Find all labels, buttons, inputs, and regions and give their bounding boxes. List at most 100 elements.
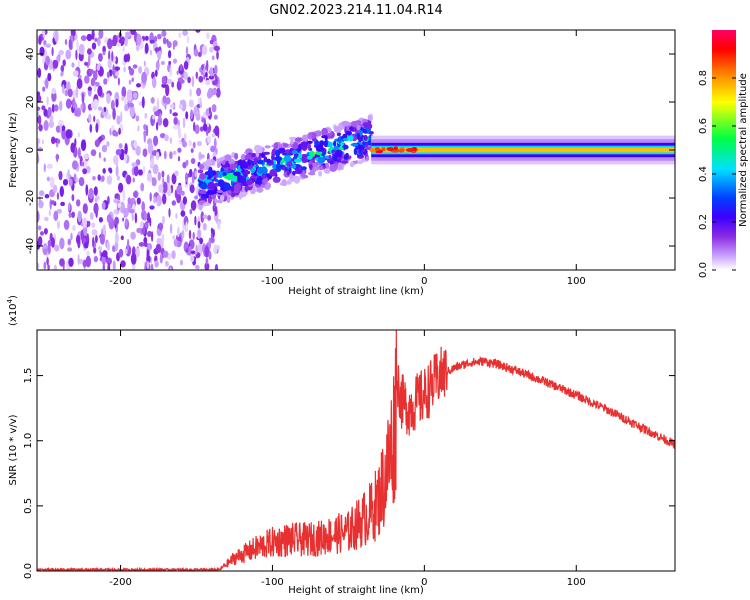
heatmap-noise-cell bbox=[198, 75, 204, 83]
heatmap-noise-cell bbox=[78, 43, 85, 55]
heatmap-noise-cell bbox=[152, 164, 159, 175]
heatmap-transition-cell bbox=[271, 148, 276, 156]
heatmap-noise-cell bbox=[89, 69, 94, 74]
heatmap-noise-cell bbox=[98, 30, 104, 39]
heatmap-noise-cell bbox=[64, 39, 68, 46]
heatmap-noise-cell bbox=[75, 86, 79, 99]
heatmap-transition-cell bbox=[256, 187, 263, 193]
heatmap-noise-cell bbox=[84, 241, 89, 249]
heatmap-noise-cell bbox=[192, 231, 195, 240]
heatmap-transition-cell bbox=[309, 163, 313, 170]
heatmap-noise-cell bbox=[60, 201, 65, 207]
heatmap-noise-cell bbox=[183, 71, 188, 81]
heatmap-noise-cell bbox=[194, 195, 199, 200]
heatmap-noise-cell bbox=[179, 259, 184, 266]
heatmap-noise-cell bbox=[43, 108, 48, 117]
heatmap-noise-cell bbox=[208, 239, 212, 250]
heatmap-noise-cell bbox=[161, 170, 165, 178]
heatmap-noise-cell bbox=[130, 30, 136, 36]
heatmap-noise-cell bbox=[93, 84, 96, 93]
heatmap-peak-cell bbox=[374, 147, 380, 152]
heatmap-noise-cell bbox=[94, 99, 99, 109]
heatmap-noise-cell bbox=[211, 104, 217, 113]
heatmap-noise-cell bbox=[137, 125, 140, 132]
heatmap-noise-cell bbox=[91, 42, 97, 50]
heatmap-noise-cell bbox=[45, 55, 50, 66]
heatmap-noise-cell bbox=[177, 156, 181, 162]
heatmap-transition-cell bbox=[289, 173, 293, 180]
heatmap-noise-cell bbox=[59, 237, 65, 250]
heatmap-noise-cell bbox=[162, 177, 165, 186]
heatmap-noise-cell bbox=[169, 108, 172, 115]
heatmap-noise-cell bbox=[106, 93, 111, 104]
heatmap-noise-cell bbox=[67, 247, 73, 252]
heatmap-transition-cell bbox=[239, 191, 248, 196]
heatmap-noise-cell bbox=[184, 132, 187, 142]
heatmap-noise-cell bbox=[95, 235, 98, 243]
heatmap-transition-cell bbox=[351, 121, 358, 126]
heatmap-noise-cell bbox=[62, 179, 69, 186]
heatmap-noise-cell bbox=[37, 210, 40, 223]
heatmap-noise-cell bbox=[122, 189, 126, 202]
heatmap-noise-cell bbox=[163, 250, 169, 258]
heatmap-noise-cell bbox=[180, 79, 185, 84]
heatmap-noise-cell bbox=[142, 166, 146, 174]
heatmap-noise-cell bbox=[189, 88, 192, 98]
heatmap-noise-cell bbox=[146, 254, 151, 264]
heatmap-transition-cell bbox=[365, 156, 370, 161]
heatmap-noise-cell bbox=[63, 219, 70, 230]
heatmap-noise-cell bbox=[65, 49, 72, 60]
heatmap-noise-cell bbox=[136, 197, 141, 205]
heatmap-transition-cell bbox=[286, 179, 292, 185]
heatmap-noise-cell bbox=[112, 64, 115, 76]
heatmap-noise-cell bbox=[197, 51, 202, 57]
heatmap-noise-cell bbox=[193, 105, 197, 116]
heatmap-noise-cell bbox=[171, 200, 176, 206]
heatmap-noise-cell bbox=[102, 250, 108, 258]
heatmap-noise-cell bbox=[191, 75, 195, 88]
heatmap-noise-cell bbox=[152, 115, 156, 120]
heatmap-transition-cell bbox=[227, 190, 232, 196]
heatmap-noise-cell bbox=[97, 85, 103, 97]
heatmap-noise-cell bbox=[112, 129, 117, 137]
heatmap-noise-cell bbox=[207, 135, 212, 144]
heatmap-noise-cell bbox=[102, 262, 105, 270]
heatmap-noise-cell bbox=[102, 168, 106, 174]
heatmap-noise-cell bbox=[176, 184, 183, 195]
line-y-label: SNR (10 * v/v) bbox=[8, 414, 19, 485]
heatmap-noise-cell bbox=[81, 161, 84, 167]
heatmap-noise-cell bbox=[120, 111, 123, 123]
heatmap-noise-cell bbox=[180, 210, 186, 217]
heatmap-noise-cell bbox=[67, 88, 73, 98]
heatmap-y-label: Frequency (Hz) bbox=[8, 112, 19, 188]
heatmap-noise-cell bbox=[136, 227, 142, 234]
heatmap-noise-cell bbox=[75, 49, 78, 60]
heatmap-noise-cell bbox=[140, 182, 145, 192]
heatmap-noise-cell bbox=[154, 260, 159, 268]
heatmap-noise-cell bbox=[156, 98, 160, 110]
heatmap-noise-cell bbox=[156, 121, 159, 131]
heatmap-noise-cell bbox=[149, 192, 152, 202]
heatmap-noise-cell bbox=[107, 262, 111, 270]
heatmap-noise-cell bbox=[194, 124, 200, 134]
heatmap-noise-cell bbox=[149, 217, 152, 227]
heatmap-transition-cell bbox=[367, 123, 373, 129]
heatmap-noise-cell bbox=[53, 210, 59, 221]
heatmap-noise-cell bbox=[173, 117, 178, 125]
heatmap-transition-cell bbox=[357, 160, 364, 165]
heatmap-noise-cell bbox=[185, 111, 189, 120]
line-panel: -200 -100 0 100 0.0 0.5 1.0 1.5 Height of stra… bbox=[6, 295, 676, 596]
heatmap-noise-cell bbox=[112, 108, 116, 120]
heatmap-noise-cell bbox=[87, 86, 92, 91]
heatmap-noise-cell bbox=[39, 190, 45, 197]
heatmap-noise-cell bbox=[185, 221, 188, 232]
heatmap-noise-cell bbox=[84, 61, 89, 66]
heatmap-transition-cell bbox=[323, 140, 328, 148]
heatmap-noise-cell bbox=[146, 212, 151, 224]
heatmap-transition-cell bbox=[198, 164, 205, 170]
heatmap-noise-cell bbox=[109, 168, 113, 174]
heatmap-noise-cell bbox=[133, 165, 139, 177]
heatmap-noise-cell bbox=[89, 123, 93, 133]
heatmap-transition-cell bbox=[367, 114, 371, 121]
